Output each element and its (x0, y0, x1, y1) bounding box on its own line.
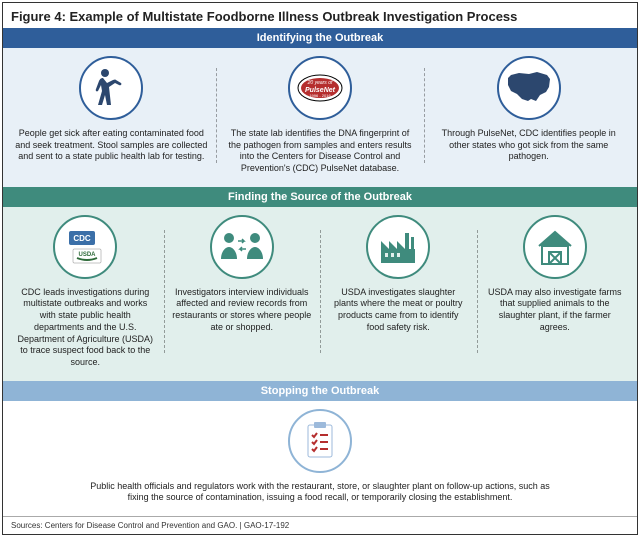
section-row-1: People get sick after eating contaminate… (3, 48, 637, 187)
section-row-2: CDC USDA CDC leads investigations during … (3, 207, 637, 381)
factory-icon (366, 215, 430, 279)
us-map-icon (497, 56, 561, 120)
cell-caption: The state lab identifies the DNA fingerp… (224, 128, 417, 175)
sources-line: Sources: Centers for Disease Control and… (3, 516, 637, 534)
clipboard-icon (288, 409, 352, 473)
cell-caption: Investigators interview individuals affe… (172, 287, 313, 334)
cell-2-2: Investigators interview individuals affe… (164, 215, 321, 369)
cell-caption: CDC leads investigations during multista… (15, 287, 156, 369)
section-row-3: Public health officials and regulators w… (3, 401, 637, 516)
cell-1-3: Through PulseNet, CDC identifies people … (424, 56, 633, 175)
cell-1-2: 20 years ofPulseNet1996 - 2016 The state… (216, 56, 425, 175)
cell-caption: People get sick after eating contaminate… (15, 128, 208, 163)
svg-text:1996 - 2016: 1996 - 2016 (309, 93, 331, 98)
cell-caption: USDA investigates slaughter plants where… (328, 287, 469, 334)
cell-caption: Through PulseNet, CDC identifies people … (432, 128, 625, 163)
svg-text:USDA: USDA (79, 252, 97, 258)
svg-text:CDC: CDC (74, 234, 92, 243)
cell-2-4: USDA may also investigate farms that sup… (477, 215, 634, 369)
cell-1-1: People get sick after eating contaminate… (7, 56, 216, 175)
svg-text:20 years of: 20 years of (307, 80, 333, 86)
cell-caption: USDA may also investigate farms that sup… (485, 287, 626, 334)
figure-container: Figure 4: Example of Multistate Foodborn… (2, 2, 638, 535)
section-header-3: Stopping the Outbreak (3, 381, 637, 401)
interview-icon (210, 215, 274, 279)
pulsenet-logo-icon: 20 years ofPulseNet1996 - 2016 (288, 56, 352, 120)
cell-3-1: Public health officials and regulators w… (7, 409, 633, 504)
sick-person-icon (79, 56, 143, 120)
figure-title: Figure 4: Example of Multistate Foodborn… (3, 3, 637, 28)
cell-2-1: CDC USDA CDC leads investigations during … (7, 215, 164, 369)
section-header-1: Identifying the Outbreak (3, 28, 637, 48)
cdc-usda-icon: CDC USDA (53, 215, 117, 279)
cell-caption: Public health officials and regulators w… (87, 481, 553, 504)
barn-icon (523, 215, 587, 279)
cell-2-3: USDA investigates slaughter plants where… (320, 215, 477, 369)
section-header-2: Finding the Source of the Outbreak (3, 187, 637, 207)
